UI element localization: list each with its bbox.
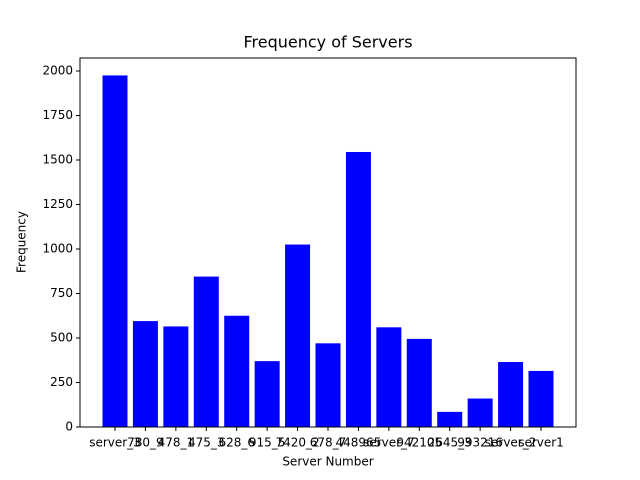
bar [163, 326, 189, 427]
x-tick-label: 628_6 [218, 436, 255, 450]
plot-frame [79, 57, 577, 428]
bar [315, 343, 341, 427]
chart-title: Frequency of Servers [243, 33, 412, 52]
bar [406, 338, 432, 427]
bar [376, 327, 402, 427]
x-tick-label: 780_9 [127, 436, 164, 450]
bar [437, 411, 463, 427]
bar [528, 370, 554, 427]
bar [224, 315, 250, 427]
y-tick-label: 250 [50, 375, 73, 389]
x-tick-label: 915_5 [249, 436, 286, 450]
y-tick-label: 1250 [42, 197, 73, 211]
bar [193, 276, 219, 427]
y-tick-label: 1750 [42, 108, 73, 122]
x-tick-label: server_3 [89, 436, 141, 450]
x-tick-label: 678_7 [310, 436, 347, 450]
x-tick-label: 475_3 [188, 436, 225, 450]
x-tick-label: 942105 [396, 436, 442, 450]
bar [467, 398, 493, 427]
x-tick-label: 2645_3 [428, 436, 472, 450]
bar [254, 361, 280, 427]
x-tick-label: 993216 [457, 436, 503, 450]
y-tick-label: 750 [50, 286, 73, 300]
bar [132, 321, 158, 427]
bar [498, 362, 524, 427]
y-tick-label: 1500 [42, 152, 73, 166]
y-tick-label: 0 [65, 420, 73, 434]
x-tick-label: server1 [518, 436, 564, 450]
y-tick-label: 500 [50, 330, 73, 344]
x-tick-label: server_2 [485, 436, 537, 450]
y-tick-label: 2000 [42, 63, 73, 77]
x-tick-label: 448965 [336, 436, 382, 450]
x-axis-label: Server Number [282, 455, 373, 469]
bar [285, 244, 311, 427]
y-tick-label: 1000 [42, 241, 73, 255]
x-tick-label: 7420_2 [275, 436, 319, 450]
x-tick-label: server_7 [363, 436, 415, 450]
x-tick-label: 478_1 [158, 436, 195, 450]
y-axis-label: Frequency [15, 211, 29, 273]
bar [102, 75, 128, 428]
bar [345, 151, 371, 427]
